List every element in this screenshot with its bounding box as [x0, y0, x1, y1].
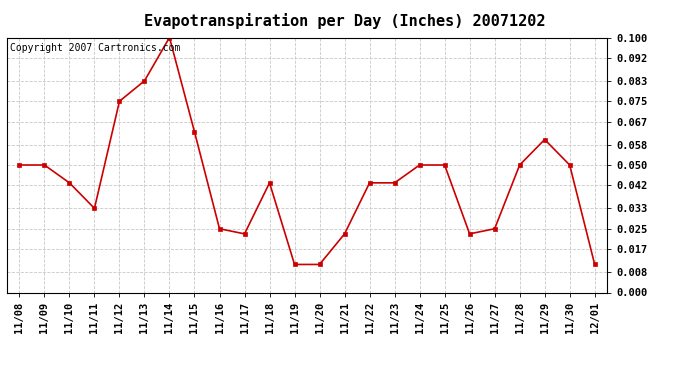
Text: Copyright 2007 Cartronics.com: Copyright 2007 Cartronics.com: [10, 43, 180, 52]
Text: Evapotranspiration per Day (Inches) 20071202: Evapotranspiration per Day (Inches) 2007…: [144, 13, 546, 29]
